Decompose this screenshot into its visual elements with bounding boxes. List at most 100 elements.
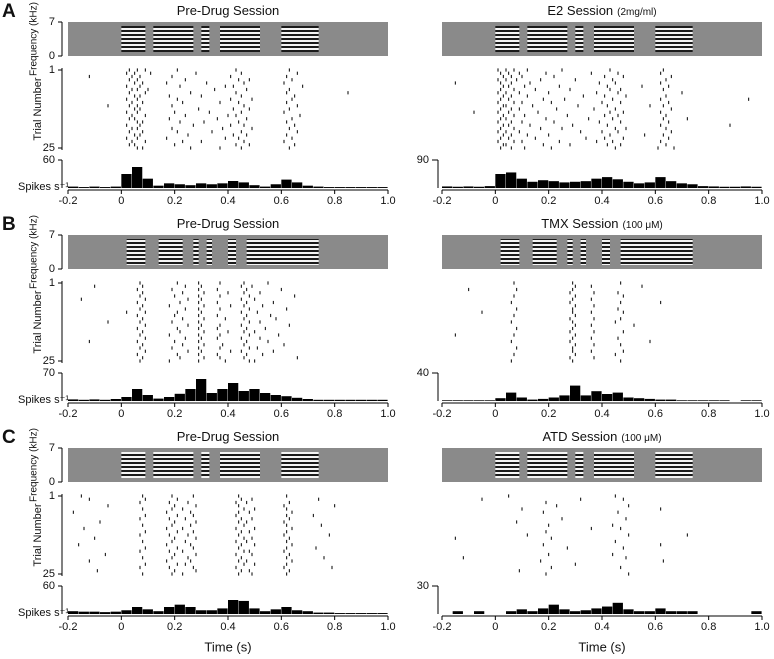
bar	[527, 611, 538, 614]
x-tick-label: 0.4	[220, 195, 235, 207]
bar	[260, 611, 271, 614]
x-axis-label: Time (s)	[578, 639, 625, 654]
y-axis-label: Spikes s⁻¹	[18, 607, 69, 619]
bar	[206, 184, 217, 188]
y-axis-label: Spikes s⁻¹	[18, 181, 69, 193]
bar	[506, 392, 517, 401]
bar	[260, 186, 271, 188]
stimulus-segment	[532, 239, 557, 265]
stimulus-segment	[126, 239, 146, 265]
bar	[463, 186, 474, 188]
bar	[719, 400, 730, 401]
bar	[345, 399, 356, 401]
bar	[708, 186, 719, 188]
x-tick-label: 0.8	[701, 195, 716, 207]
stimulus-segment	[220, 26, 260, 52]
stimulus-segment	[527, 452, 568, 478]
x-tick-label: 0.6	[274, 621, 289, 633]
stimulus-segment	[580, 239, 586, 265]
title-text: Pre-Drug Session	[177, 216, 280, 231]
bar	[132, 607, 143, 614]
bar	[751, 400, 762, 401]
bar	[666, 611, 677, 614]
x-tick-label: 0.2	[167, 621, 182, 633]
stimulus-segment	[602, 239, 610, 265]
bar	[185, 607, 196, 614]
bar	[89, 186, 100, 188]
bar	[270, 395, 281, 401]
bar	[366, 399, 377, 401]
bar	[228, 383, 239, 401]
bar	[68, 186, 79, 188]
panel-title: Pre-Drug Session	[177, 429, 280, 444]
bar	[612, 392, 623, 401]
bar	[292, 610, 303, 614]
bar	[281, 396, 292, 401]
stimulus-segment	[281, 26, 319, 52]
bar	[334, 613, 345, 614]
bar	[527, 181, 538, 188]
bar	[238, 391, 249, 401]
panel-title: E2 Session (2mg/ml)	[547, 3, 656, 18]
bar	[270, 184, 281, 188]
stimulus-segment	[620, 239, 693, 265]
bar	[345, 613, 356, 614]
stimulus-segment	[281, 452, 319, 478]
bar	[687, 184, 698, 188]
bar	[132, 389, 143, 401]
bar	[78, 187, 89, 188]
panel-title: ATD Session (100 μM)	[542, 429, 661, 444]
bar	[110, 611, 121, 614]
stimulus-segment	[228, 239, 236, 265]
title-text: E2 Session	[547, 3, 613, 18]
y-tick-label: 1	[49, 277, 55, 289]
x-tick-label: 0.8	[327, 621, 342, 633]
bar	[313, 612, 324, 614]
y-tick-label: 40	[417, 367, 429, 379]
bar	[644, 398, 655, 401]
stimulus-segment	[121, 26, 146, 52]
bar	[249, 608, 260, 614]
bar	[366, 187, 377, 188]
bar	[185, 389, 196, 401]
bar	[249, 185, 260, 188]
bar	[206, 610, 217, 614]
bar	[580, 610, 591, 614]
x-tick-label: -0.2	[433, 621, 452, 633]
bar	[196, 610, 207, 614]
y-tick-label: 70	[43, 367, 55, 379]
stimulus-segment	[158, 239, 183, 265]
bar	[110, 186, 121, 188]
bar	[666, 399, 677, 401]
x-tick-label: 0	[492, 195, 498, 207]
x-tick-label: 0	[492, 621, 498, 633]
y-tick-label: 25	[43, 568, 55, 580]
bar	[324, 187, 335, 188]
y-tick-label: 25	[43, 142, 55, 154]
bar	[142, 395, 153, 401]
bar	[228, 181, 239, 188]
panel-title: TMX Session (100 μM)	[541, 216, 663, 231]
y-tick-label: 0	[49, 476, 55, 488]
title-text: Pre-Drug Session	[177, 429, 280, 444]
panel-title: Pre-Drug Session	[177, 216, 280, 231]
bar	[634, 611, 645, 614]
bar	[78, 399, 89, 401]
x-tick-label: 1.0	[380, 408, 395, 420]
title-text: ATD Session	[542, 429, 617, 444]
x-tick-label: -0.2	[59, 195, 78, 207]
x-tick-label: -0.2	[59, 408, 78, 420]
bar	[100, 399, 111, 401]
stimulus-segment	[206, 239, 212, 265]
bar	[570, 611, 581, 614]
x-tick-label: 0.8	[327, 408, 342, 420]
bar	[313, 186, 324, 188]
y-tick-label: 25	[43, 355, 55, 367]
bar	[153, 611, 164, 614]
y-axis-label: Frequency (kHz)	[29, 215, 40, 289]
bar	[142, 178, 153, 188]
x-tick-label: 0.6	[648, 408, 663, 420]
x-axis-label: Time (s)	[204, 639, 251, 654]
bar	[110, 399, 121, 401]
